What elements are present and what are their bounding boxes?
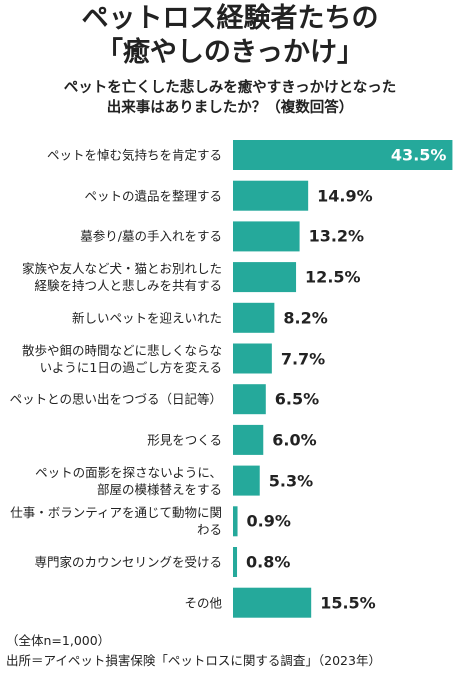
category-label: 新しいペットを迎えいれた bbox=[71, 310, 222, 326]
bar bbox=[233, 262, 297, 293]
bar bbox=[233, 180, 309, 211]
value-label: 15.5% bbox=[320, 593, 376, 613]
category-label: ペットを悼む気持ちを肯定する bbox=[46, 147, 222, 163]
bar bbox=[233, 506, 238, 537]
bar bbox=[233, 140, 453, 170]
chart-subtitle: ペットを亡くした悲しみを癒やすきっかけとなった 出来事はありましたか？（複数回答… bbox=[63, 80, 397, 116]
bar bbox=[233, 465, 260, 496]
chart-title: ペットロス経験者たちの 「癒やしのきっかけ」 bbox=[81, 3, 379, 68]
value-label: 14.9% bbox=[317, 186, 373, 206]
category-label: 専門家のカウンセリングを受ける bbox=[34, 554, 222, 570]
category-label: 墓参り/墓の手入れをする bbox=[80, 228, 222, 244]
value-label: 5.3% bbox=[268, 471, 314, 491]
value-label: 0.9% bbox=[246, 511, 291, 531]
value-label: 6.0% bbox=[272, 430, 317, 450]
bar bbox=[233, 547, 238, 577]
bar bbox=[233, 384, 266, 415]
category-label: 家族や友人など犬・猫とお別れした 経験を持つ人と悲しみを共有する bbox=[21, 261, 222, 294]
category-label: 仕事・ボランティアを通じて動物に関わる bbox=[10, 505, 222, 538]
value-label: 6.5% bbox=[274, 389, 320, 409]
bar bbox=[233, 587, 312, 618]
category-label: 形見をつくる bbox=[147, 432, 222, 448]
category-label: ペットとの思い出をつづる（日記等） bbox=[9, 391, 222, 407]
value-label: 7.7% bbox=[280, 349, 326, 368]
category-label: その他 bbox=[184, 595, 222, 611]
value-label: 8.2% bbox=[283, 308, 328, 328]
bar bbox=[233, 302, 275, 333]
value-label: 12.5% bbox=[305, 267, 361, 287]
category-label: 散歩や餌の時間などに悲しくならな いように1日の過ごし方を変える bbox=[21, 342, 222, 375]
bar bbox=[233, 424, 264, 455]
footnote: 出所＝アイペット損害保険「ペットロスに関する調査」（2023年） bbox=[6, 653, 381, 668]
value-label: 0.8% bbox=[246, 552, 291, 572]
bar bbox=[233, 343, 272, 374]
bar bbox=[233, 221, 300, 252]
value-label: 13.2% bbox=[308, 226, 365, 246]
category-label: ペットの遺品を整理する bbox=[84, 188, 222, 204]
category-label: ペットの面影を探さないように、 部屋の模様替えをする bbox=[35, 464, 222, 497]
value-label: 43.5% bbox=[390, 145, 447, 165]
footnote: （全体n=1,000） bbox=[6, 633, 111, 648]
